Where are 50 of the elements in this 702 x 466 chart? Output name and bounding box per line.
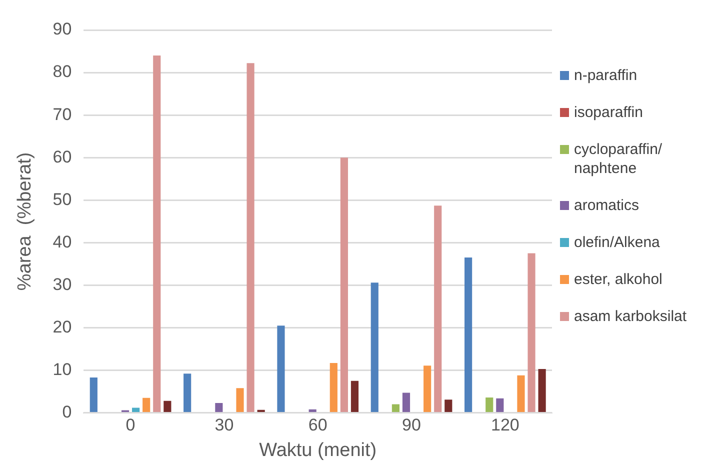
y-tick-label: 90 xyxy=(52,20,72,39)
y-tick-label: 50 xyxy=(52,190,72,209)
bar xyxy=(142,398,150,412)
legend-label: aromatics xyxy=(574,196,640,215)
legend-label: isoparaffin xyxy=(574,103,643,122)
bar xyxy=(370,282,378,412)
legend-label: ester, alkohol xyxy=(574,270,662,289)
legend-label: asam karboksilat xyxy=(574,307,687,326)
bar xyxy=(215,403,223,412)
bar xyxy=(90,378,98,412)
bar xyxy=(496,398,504,412)
x-tick-label: 0 xyxy=(126,416,136,435)
y-tick-label: 60 xyxy=(52,147,72,166)
bar xyxy=(132,408,140,412)
x-axis-title: Waktu (menit) xyxy=(259,440,377,461)
bar xyxy=(308,409,316,412)
bar xyxy=(517,375,525,412)
bar xyxy=(340,158,348,412)
bar xyxy=(330,363,338,412)
bar xyxy=(528,253,536,412)
bar xyxy=(434,206,442,412)
bar xyxy=(392,404,400,412)
bar xyxy=(164,400,172,412)
legend-label: olefin/Alkena xyxy=(574,233,660,252)
y-tick-label: 20 xyxy=(52,317,72,336)
legend-label: cycloparaffin/ naphtene xyxy=(574,140,664,178)
bar xyxy=(402,392,410,412)
x-tick-label: 120 xyxy=(490,416,520,435)
bar xyxy=(538,368,546,412)
bar xyxy=(246,63,254,412)
y-tick-label: 70 xyxy=(52,104,72,124)
bar xyxy=(350,380,359,412)
y-tick-label: 0 xyxy=(62,402,72,422)
x-tick-label: 60 xyxy=(308,416,328,435)
bar xyxy=(486,397,494,412)
bar xyxy=(184,374,192,412)
bar xyxy=(277,326,285,412)
legend-label: n-paraffin xyxy=(574,66,638,85)
bar xyxy=(153,56,161,412)
y-tick-label: 40 xyxy=(52,232,72,252)
bar xyxy=(444,400,452,412)
x-tick-label: 30 xyxy=(214,416,234,435)
y-tick-label: 10 xyxy=(52,360,72,379)
bar xyxy=(236,388,244,412)
y-tick-label: 30 xyxy=(52,274,72,294)
y-tick-label: 80 xyxy=(52,62,72,82)
bar xyxy=(424,366,432,412)
bar xyxy=(464,258,472,412)
y-axis-title: %area (%berat) xyxy=(14,152,36,291)
x-tick-label: 90 xyxy=(402,416,421,435)
